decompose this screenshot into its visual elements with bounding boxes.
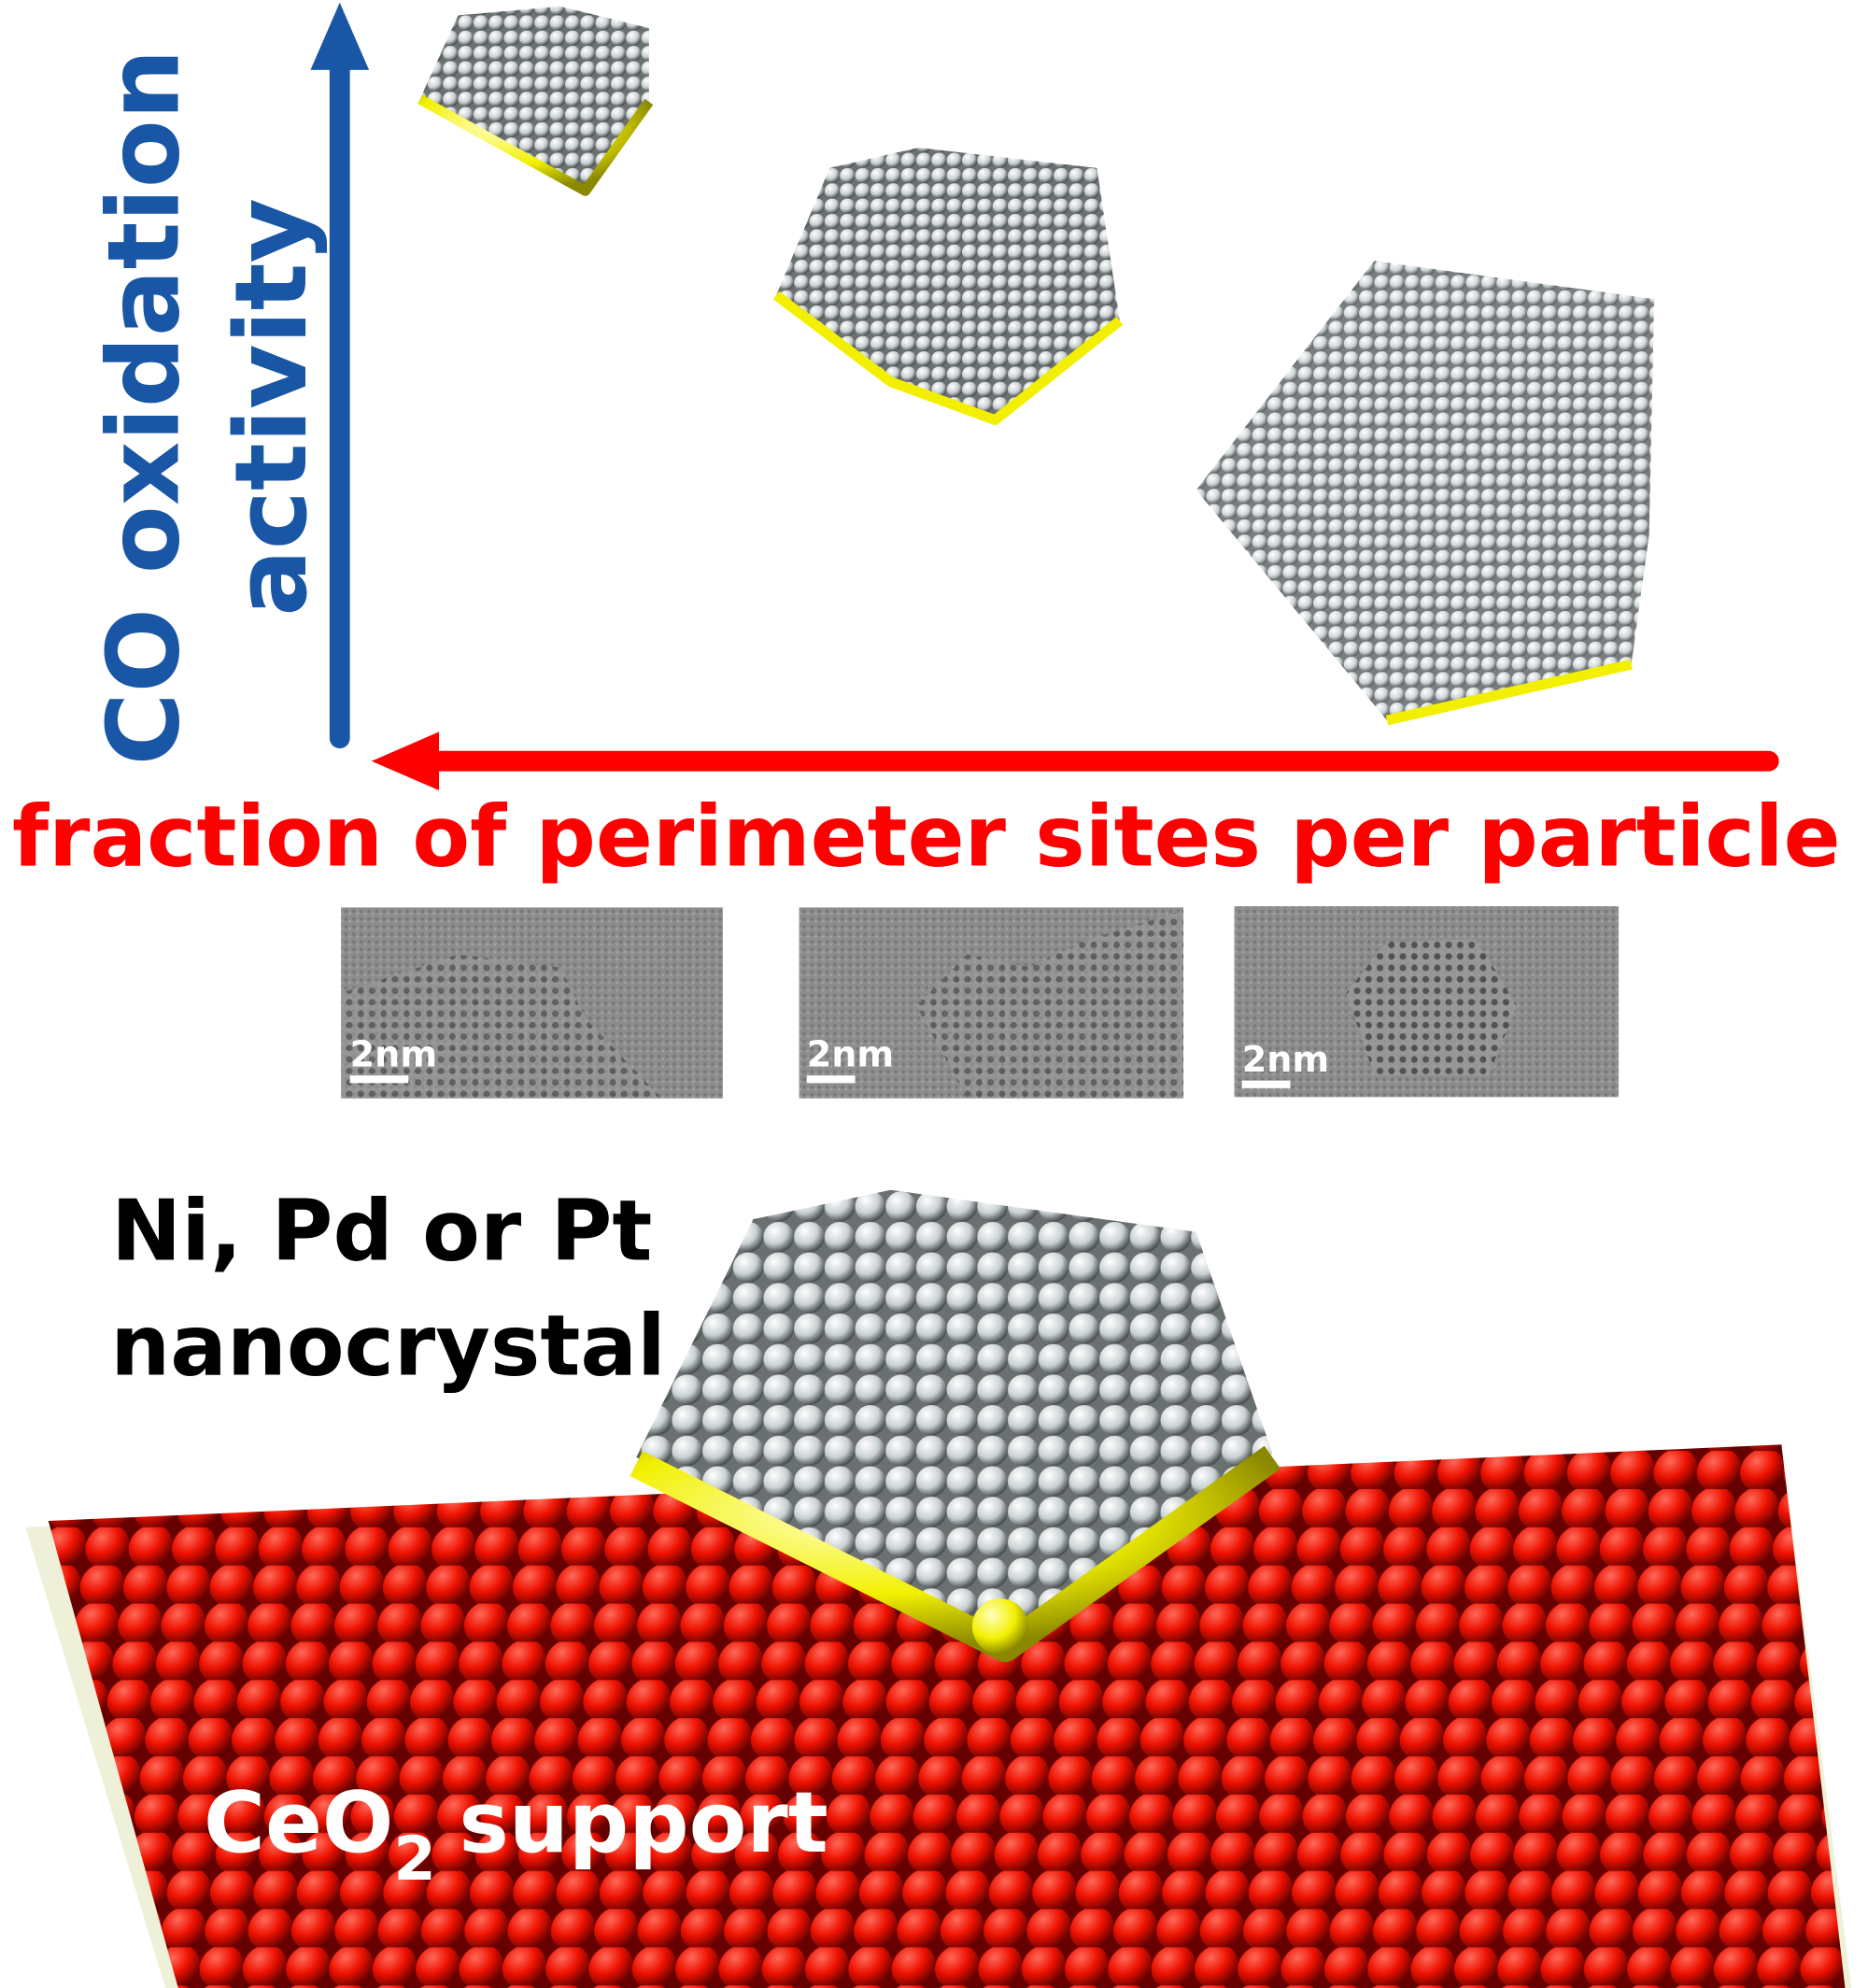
x-axis-arrowhead	[371, 731, 440, 791]
perimeter	[772, 291, 1124, 426]
support-label-main: CeO	[204, 1775, 393, 1872]
nanocrystal-label: nanocrystal	[110, 1298, 666, 1395]
y-axis-label: activity	[214, 198, 330, 617]
tem-image: 2nm	[1234, 905, 1619, 1098]
perimeter	[630, 1445, 1281, 1663]
scale-bar-label: 2nm	[1242, 1039, 1329, 1080]
tem-image: 2nm	[799, 907, 1184, 1099]
scale-bar-label: 2nm	[350, 1034, 437, 1075]
ceo2-support	[48, 1444, 1846, 1988]
x-axis-label: fraction of perimeter sites per particle	[12, 788, 1841, 886]
perimeter	[417, 94, 654, 196]
scale-bar-label: 2nm	[807, 1034, 894, 1075]
support-label-subscript: 2	[393, 1824, 436, 1895]
support-label: CeO2 support	[204, 1775, 828, 1895]
y-axis-arrowhead	[310, 2, 370, 70]
particle-medium	[776, 148, 1120, 420]
y-axis-label: CO oxidation	[87, 50, 203, 766]
support-label-rest: support	[459, 1775, 828, 1872]
perimeter-atom	[971, 1598, 1028, 1655]
tem-image: 2nm	[341, 907, 723, 1099]
particle-large	[1196, 261, 1655, 721]
particle-small	[419, 6, 649, 192]
perimeter	[1385, 659, 1633, 726]
nanocrystal-label: Ni, Pd or Pt	[111, 1184, 652, 1281]
